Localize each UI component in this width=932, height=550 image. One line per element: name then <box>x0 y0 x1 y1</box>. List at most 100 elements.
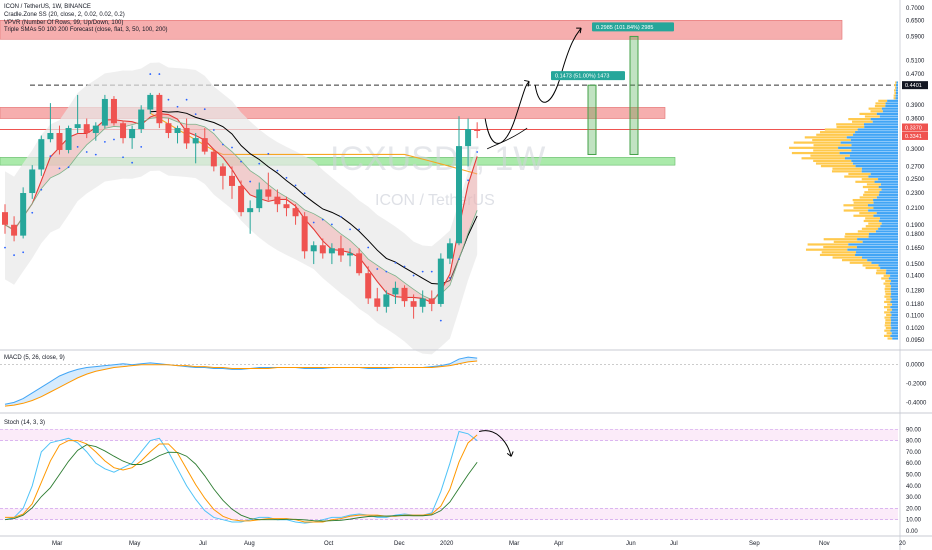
vp-row-down <box>861 227 879 230</box>
candle-body <box>165 123 172 134</box>
vp-row-down <box>855 180 875 183</box>
vp-row-up <box>872 120 898 123</box>
candle <box>374 287 381 312</box>
vp-row-up <box>871 261 898 264</box>
vp-row-down <box>884 311 891 314</box>
vp-row-up <box>864 125 898 129</box>
vp-row-down <box>868 222 882 225</box>
indicator-cradle[interactable]: Cradle.Zone SS (20, close, 2, 0.02, 0.02… <box>4 12 125 18</box>
vp-row-down <box>844 235 869 238</box>
resistance-zone-mid <box>0 107 666 119</box>
candle-body <box>192 138 199 144</box>
vp-row-down <box>875 272 886 275</box>
vp-row-down <box>885 321 891 324</box>
sar-dot <box>467 179 469 182</box>
vp-row-down <box>844 175 869 178</box>
macd-pane <box>0 356 898 407</box>
target-bar-2 <box>629 35 639 155</box>
vp-row-down <box>884 290 891 293</box>
candle <box>337 235 344 262</box>
candle <box>383 290 390 313</box>
vp-row-down <box>863 219 880 223</box>
vp-row-up <box>878 193 898 196</box>
vp-row-up <box>861 167 898 170</box>
vp-row-down <box>894 89 896 92</box>
vp-row-up <box>878 227 898 230</box>
candle <box>74 94 81 134</box>
vp-row-up <box>878 185 898 189</box>
candle <box>11 216 18 242</box>
sar-dot <box>367 246 370 249</box>
price-axis[interactable]: 0.0000 -0.2000 -0.4000 90.00 80.00 70.00 60.00… <box>902 6 928 535</box>
sar-dot <box>31 211 34 214</box>
candle <box>428 290 435 312</box>
vp-row-down <box>836 125 865 129</box>
vp-row-up <box>870 172 898 176</box>
vp-row-up <box>852 162 898 165</box>
time-tick-label: Jul <box>199 541 207 547</box>
stoch-tick-label: 0.00 <box>906 529 918 535</box>
vp-row-down <box>789 146 839 149</box>
sar-dot <box>140 145 143 148</box>
vp-row-down <box>821 251 857 254</box>
vp-row-down <box>884 295 891 298</box>
vp-row-up <box>874 180 898 183</box>
vp-row-down <box>881 277 889 280</box>
candle <box>247 200 254 234</box>
vp-row-up <box>855 165 898 168</box>
vp-row-up <box>868 232 898 236</box>
candle <box>319 238 326 259</box>
candle-body <box>292 208 299 217</box>
vp-row-up <box>890 279 898 283</box>
candle <box>256 182 263 213</box>
sar-dot <box>149 73 152 75</box>
candle-body <box>428 298 435 304</box>
vp-row-down <box>791 151 840 155</box>
macd-title[interactable]: MACD (5, 26, close, 9) <box>4 355 65 361</box>
vp-row-up <box>890 329 898 332</box>
vp-row-down <box>868 188 882 191</box>
candle <box>410 294 417 319</box>
indicator-sma[interactable]: Triple SMAs 50 100 200 Forecast (close, … <box>4 27 168 33</box>
vp-row-down <box>824 128 858 131</box>
stoch-title[interactable]: Stoch (14, 3, 3) <box>4 420 45 426</box>
vp-row-up <box>879 115 898 118</box>
candle-body <box>238 185 245 213</box>
stoch-tick-label: 50.00 <box>906 472 922 478</box>
price-marker-bg <box>902 131 928 140</box>
time-axis[interactable]: Mar May Jul Aug Oct Dec 2020 Mar Apr Jun Jul Sep Nov… <box>52 541 906 547</box>
price-tick-label: 0.2100 <box>906 206 925 212</box>
sar-dot <box>58 167 61 170</box>
vp-row-up <box>896 81 898 84</box>
candle-body <box>383 294 390 307</box>
price-candles[interactable] <box>2 92 481 319</box>
time-tick-label: Oct <box>324 541 334 547</box>
sar-dot <box>476 151 479 153</box>
vp-row-up <box>867 259 898 262</box>
target-label-1-bg <box>551 71 625 81</box>
candle-body <box>474 129 481 132</box>
candle-body <box>374 298 381 307</box>
vp-row-down <box>865 217 880 220</box>
macd-signal-line <box>4 360 478 407</box>
stoch-arrow-head <box>506 451 514 457</box>
vp-row-up <box>890 316 898 319</box>
vp-row-down <box>807 243 849 246</box>
chart-title[interactable]: ICON / TetherUS, 1W, BINANCE <box>4 4 91 10</box>
vp-row-down <box>853 201 874 204</box>
vp-row-up <box>857 238 898 241</box>
vp-row-down <box>884 329 891 332</box>
vp-row-down <box>884 306 891 309</box>
sar-dot <box>340 215 342 218</box>
vp-row-down <box>833 240 863 243</box>
sar-dot <box>294 184 297 187</box>
vp-row-down <box>876 269 887 272</box>
support-zone <box>0 157 676 166</box>
candle-body <box>301 216 308 252</box>
vp-row-up <box>878 178 898 181</box>
forecast-drawings[interactable]: 0.1473 (51.00%) 1473 0.2985 (101.84%) 298… <box>484 22 674 155</box>
sar-dot <box>185 98 188 101</box>
indicator-vpvr[interactable]: VPVR (Number Of Rows, 99, Up/Down, 100) <box>4 20 123 26</box>
vp-row-up <box>855 131 898 134</box>
